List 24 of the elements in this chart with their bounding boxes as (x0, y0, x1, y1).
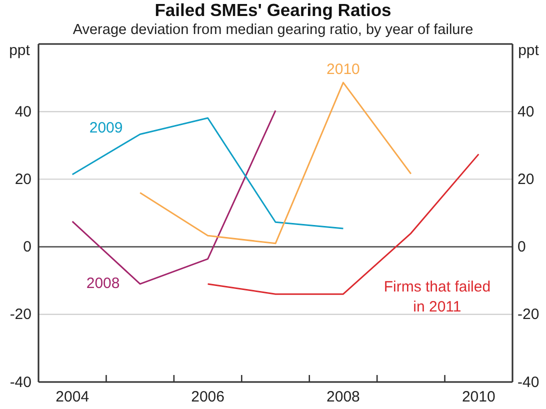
series-label: 2010 (326, 60, 360, 78)
series-label: 2008 (86, 275, 120, 292)
series-label: 2009 (89, 119, 123, 136)
x-tick-label: 2010 (462, 388, 496, 406)
series-label: Firms that failed in 2011 (384, 278, 491, 316)
x-tick-label: 2008 (326, 388, 360, 406)
line-series (72, 117, 344, 230)
x-tick-label: 2004 (56, 388, 90, 406)
y-tick-label: -40 (10, 374, 32, 391)
y-axis-title: ppt (9, 42, 31, 59)
chart-subtitle: Average deviation from median gearing ratio, by year of failure (72, 22, 474, 38)
y2-tick-label: -40 (518, 374, 540, 391)
line-series (139, 82, 412, 244)
y2-tick-label: 0 (518, 238, 526, 256)
y-tick-label: 20 (14, 171, 32, 188)
y-tick-label: 0 (23, 238, 32, 256)
y-tick-label: 40 (14, 103, 32, 120)
y2-tick-label: 20 (518, 171, 534, 188)
y2-tick-label: -20 (518, 306, 540, 324)
x-tick-label: 2006 (191, 388, 224, 406)
y2-axis-title: ppt (518, 42, 540, 59)
y-tick-label: -20 (10, 306, 32, 324)
y2-tick-label: 40 (518, 103, 534, 120)
chart-title: Failed SMEs' Gearing Ratios (154, 0, 392, 20)
